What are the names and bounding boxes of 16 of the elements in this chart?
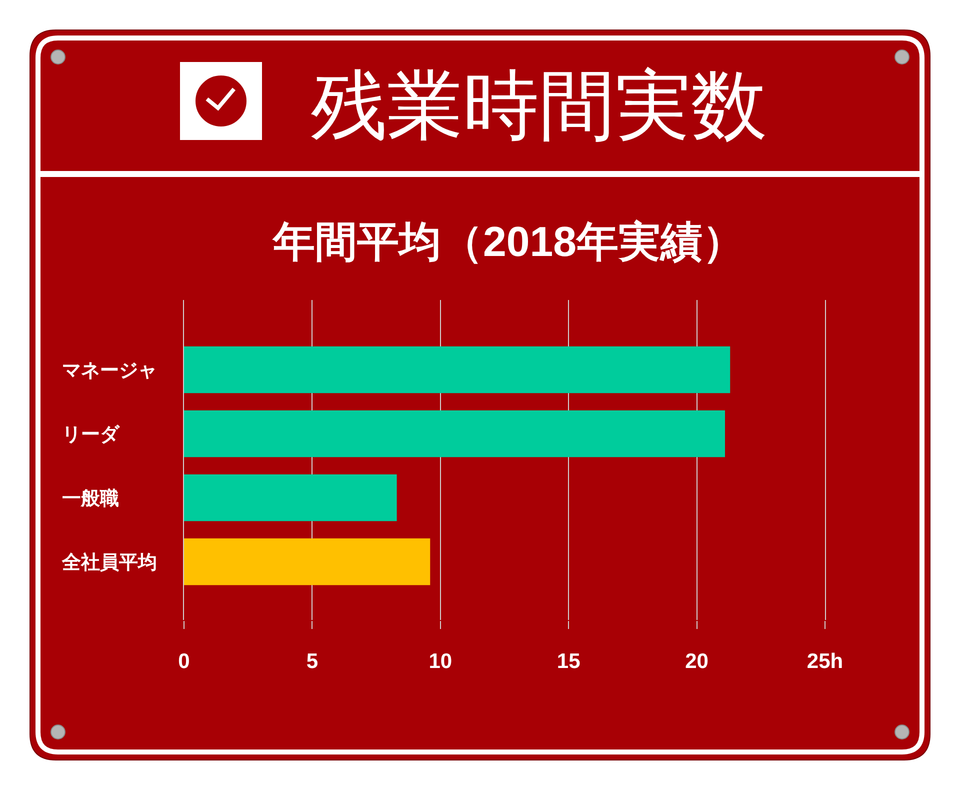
chart-subtitle: 年間平均（2018年実績）	[272, 218, 744, 265]
x-tick-label: 25h	[806, 650, 844, 674]
x-tick-label: 20	[685, 650, 708, 674]
y-tick-label: 一般職	[62, 487, 119, 510]
x-tick-label: 10	[428, 650, 452, 674]
y-tick-label: リーダ	[62, 424, 120, 446]
bar	[184, 474, 397, 522]
x-tick-label: 15	[556, 650, 581, 674]
bar	[184, 346, 730, 394]
x-tick-label: 5	[306, 650, 318, 674]
y-tick-label: マネージャ	[62, 360, 157, 382]
bar	[184, 538, 430, 586]
y-tick-label: 全社員平均	[61, 551, 157, 574]
chart-title: 残業時間実数	[311, 64, 767, 149]
bar	[184, 410, 725, 458]
x-tick-label: 0	[178, 650, 190, 674]
